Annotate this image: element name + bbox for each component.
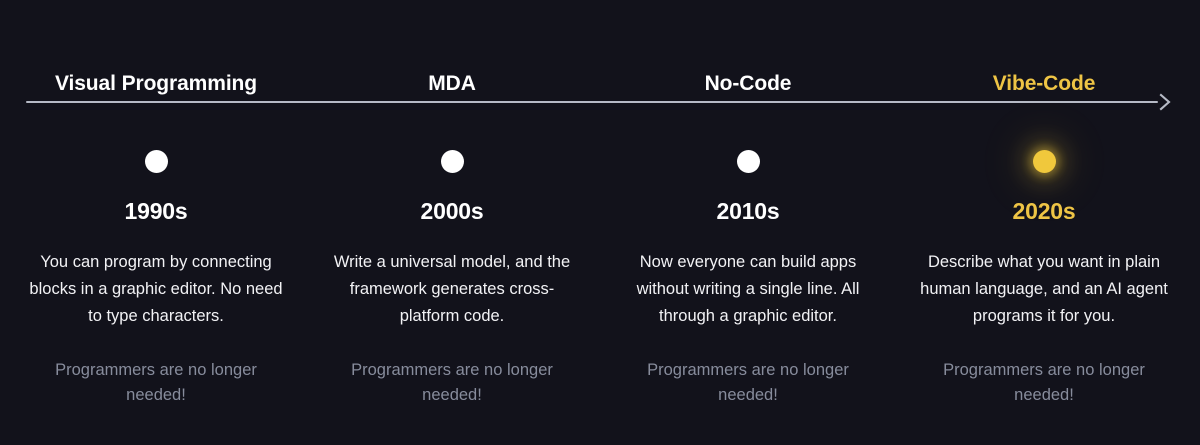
timeline-dot-icon-2010s: [736, 149, 760, 173]
era-label-row: Visual Programming MDA No-Code Vibe-Code: [8, 71, 1192, 97]
timeline-dot-row: [8, 149, 1192, 173]
decade-label-2000s: 2000s: [420, 198, 484, 224]
timeline-axis: [0, 93, 1200, 131]
decade-label-row: 1990s 2000s 2010s 2020s: [8, 197, 1192, 225]
arrow-right-icon: [1155, 92, 1175, 112]
timeline-dot-icon-2000s: [440, 149, 464, 173]
decade-label-2010s: 2010s: [716, 198, 780, 224]
era-label-mda: MDA: [428, 72, 476, 95]
note-1990s: Programmers are no longer needed!: [55, 361, 257, 404]
note-2010s: Programmers are no longer needed!: [647, 361, 849, 404]
timeline-dot-cell-2000s: [304, 149, 600, 173]
era-label-visual-programming: Visual Programming: [54, 72, 258, 95]
timeline-dot-cell-2010s: [600, 149, 896, 173]
timeline-dot-cell-2020s: [896, 149, 1192, 173]
description-2010s: Now everyone can build apps without writ…: [636, 253, 860, 325]
decade-label-1990s: 1990s: [124, 198, 188, 224]
timeline-dot-cell-1990s: [8, 149, 304, 173]
description-1990s: You can program by connecting blocks in …: [29, 253, 283, 325]
note-2020s: Programmers are no longer needed!: [943, 361, 1145, 404]
description-2000s: Write a universal model, and the framewo…: [333, 253, 571, 325]
era-label-no-code: No-Code: [704, 72, 792, 95]
timeline-axis-line: [26, 101, 1158, 103]
timeline-dot-glow-icon-2020s: [1032, 149, 1056, 173]
decade-label-2020s: 2020s: [1012, 198, 1076, 224]
description-row: You can program by connecting blocks in …: [8, 249, 1192, 330]
note-row: Programmers are no longer needed! Progra…: [8, 358, 1192, 408]
timeline-dot-icon-1990s: [144, 149, 168, 173]
note-2000s: Programmers are no longer needed!: [351, 361, 553, 404]
description-2020s: Describe what you want in plain human la…: [920, 253, 1168, 325]
era-label-vibe-code: Vibe-Code: [992, 72, 1096, 95]
